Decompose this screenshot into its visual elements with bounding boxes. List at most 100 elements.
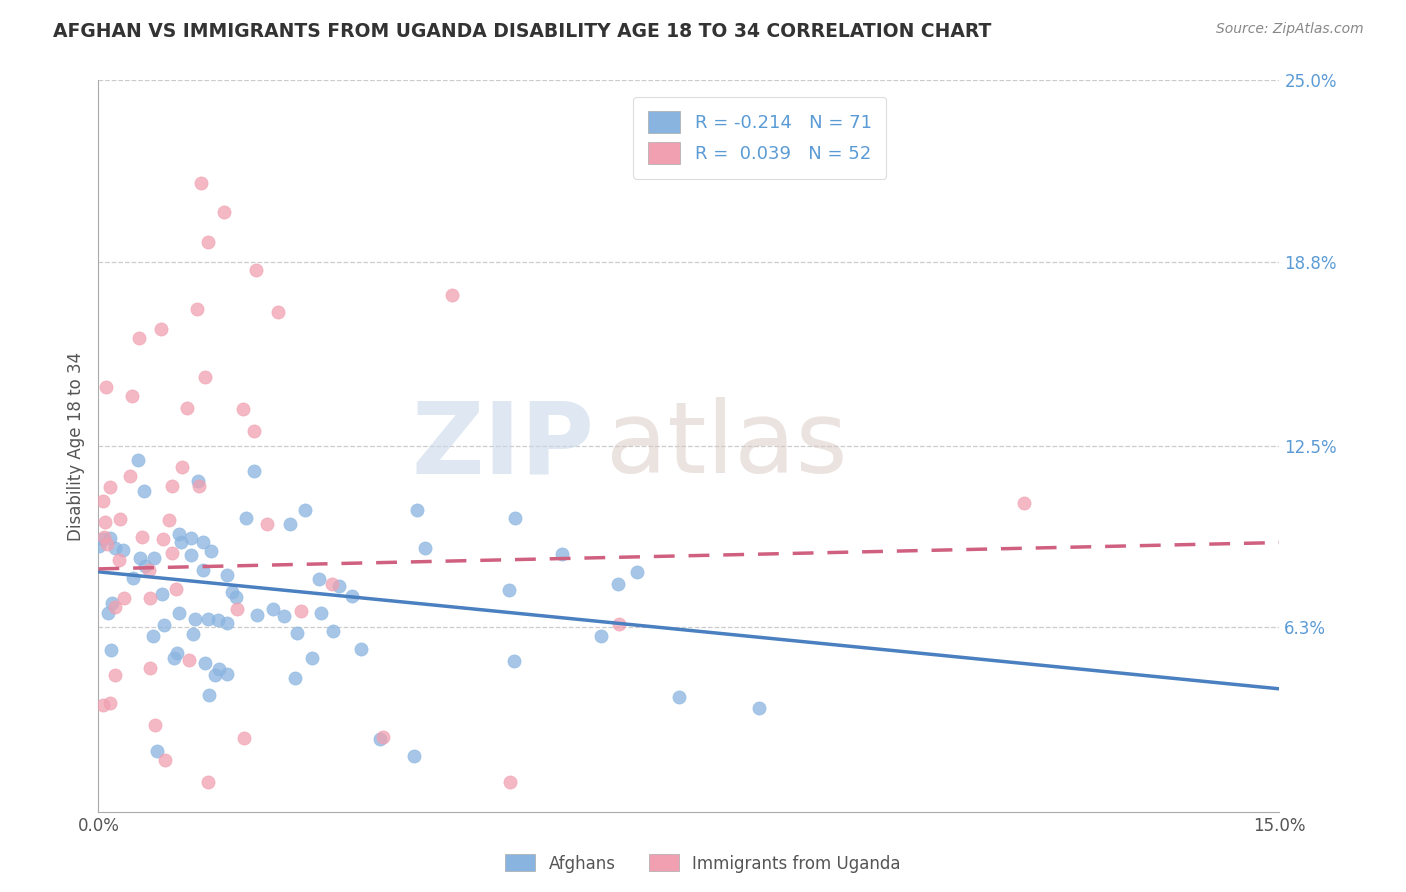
Point (626, 565, 648, 579)
Point (146, 744, 169, 758)
Point (121, 389, 143, 403)
Point (143, 550, 166, 565)
Point (104, 541, 127, 555)
Point (94, 515, 117, 529)
Point (187, 474, 209, 488)
Point (180, 531, 202, 545)
Point (143, 717, 166, 731)
Point (262, 602, 284, 616)
Point (91, 698, 114, 712)
Point (134, 558, 156, 573)
Legend: Afghans, Immigrants from Uganda: Afghans, Immigrants from Uganda (499, 847, 907, 880)
Point (93, 530, 115, 544)
Point (349, 641, 371, 656)
Point (97, 606, 120, 620)
Point (204, 667, 226, 681)
Point (402, 749, 425, 764)
Point (321, 624, 343, 638)
Point (139, 661, 162, 675)
Point (301, 651, 323, 665)
Point (273, 608, 295, 623)
Point (186, 302, 208, 317)
Point (162, 546, 184, 560)
Point (98, 696, 121, 710)
Point (406, 502, 429, 516)
Point (294, 503, 316, 517)
Point (267, 304, 290, 318)
Point (225, 590, 247, 604)
Legend: R = -0.214   N = 71, R =  0.039   N = 52: R = -0.214 N = 71, R = 0.039 N = 52 (633, 96, 886, 178)
Point (104, 599, 127, 614)
Point (107, 553, 129, 567)
Point (246, 607, 269, 622)
Point (232, 401, 254, 416)
Point (200, 544, 222, 558)
Point (328, 579, 350, 593)
Point (225, 601, 247, 615)
Point (104, 668, 127, 682)
Point (191, 563, 214, 577)
Point (498, 774, 520, 789)
Point (287, 626, 309, 640)
Point (606, 577, 628, 591)
Point (127, 452, 149, 467)
Point (340, 589, 363, 603)
Point (112, 543, 135, 558)
Point (138, 563, 160, 577)
Point (589, 629, 612, 643)
Point (190, 176, 212, 190)
Point (152, 587, 174, 601)
Point (157, 513, 180, 527)
Point (160, 479, 183, 493)
Point (165, 582, 187, 596)
Point (207, 613, 229, 627)
Point (131, 529, 153, 543)
Point (87, 540, 110, 554)
Point (242, 424, 264, 438)
Point (551, 547, 574, 561)
Point (194, 656, 217, 670)
Point (183, 612, 205, 626)
Point (188, 479, 211, 493)
Point (122, 570, 145, 584)
Point (208, 662, 231, 676)
Point (256, 516, 278, 531)
Point (112, 591, 135, 606)
Point (170, 534, 193, 549)
Point (215, 615, 238, 630)
Point (413, 541, 436, 556)
Text: AFGHAN VS IMMIGRANTS FROM UGANDA DISABILITY AGE 18 TO 34 CORRELATION CHART: AFGHAN VS IMMIGRANTS FROM UGANDA DISABIL… (53, 22, 991, 41)
Point (748, 701, 770, 715)
Point (98, 531, 121, 545)
Text: Source: ZipAtlas.com: Source: ZipAtlas.com (1216, 22, 1364, 37)
Point (96, 537, 118, 551)
Point (502, 654, 524, 668)
Point (235, 510, 257, 524)
Point (217, 567, 239, 582)
Point (167, 527, 190, 541)
Point (172, 460, 194, 475)
Point (284, 671, 307, 685)
Point (91, 532, 114, 546)
Point (197, 235, 219, 249)
Point (197, 775, 219, 789)
Point (441, 288, 464, 302)
Point (139, 591, 162, 605)
Point (309, 606, 332, 620)
Point (191, 535, 214, 549)
Point (221, 584, 243, 599)
Point (101, 596, 124, 610)
Point (163, 650, 186, 665)
Point (132, 483, 155, 498)
Point (668, 690, 690, 704)
Point (215, 667, 238, 681)
Point (120, 469, 142, 483)
Y-axis label: Disability Age 18 to 34: Disability Age 18 to 34 (66, 351, 84, 541)
Point (308, 573, 330, 587)
Point (214, 205, 236, 219)
Point (194, 370, 217, 384)
Point (96, 380, 118, 394)
Point (198, 689, 221, 703)
Point (153, 753, 176, 767)
Point (152, 533, 174, 547)
